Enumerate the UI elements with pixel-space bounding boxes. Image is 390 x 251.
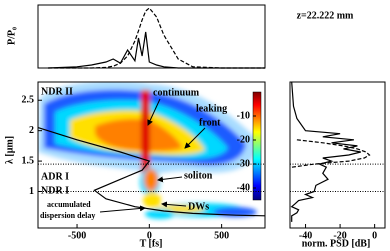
- annotation: accumulated: [47, 200, 91, 209]
- annotation: ADR I: [41, 171, 69, 182]
- x-tick-label: -20: [333, 230, 346, 241]
- annotation: dispersion delay: [40, 211, 95, 220]
- x-tick-label: 0: [147, 230, 152, 241]
- x-tick-label: 0: [372, 230, 377, 241]
- y-axis-label: λ [μm]: [4, 136, 15, 164]
- annotation: DWs: [188, 201, 209, 212]
- colorbar-tick-label: -40: [237, 182, 250, 193]
- y-axis-label: P/P₀: [6, 27, 17, 45]
- x-tick-label: -40: [299, 230, 312, 241]
- annotation: NDR II: [41, 86, 73, 97]
- y-tick-label: 2: [29, 125, 34, 136]
- psd-axes: [289, 81, 386, 229]
- x-axis-label: T [fs]: [140, 238, 163, 249]
- dispersion-delay-line: [37, 127, 266, 217]
- top-axes: [37, 4, 266, 69]
- y-tick-label: 1: [29, 186, 34, 197]
- y-tick-label: 2.5: [22, 95, 35, 106]
- main-axes: [37, 81, 266, 229]
- arrows: [99, 98, 206, 213]
- colorbar-tick-label: -20: [237, 134, 250, 145]
- x-tick-label: -500: [68, 230, 86, 241]
- x-tick-label: 500: [214, 230, 229, 241]
- power-line: [48, 31, 265, 69]
- colorbar: [252, 91, 262, 201]
- colorbar-tick-label: -10: [237, 110, 250, 121]
- annotation: z=22.222 mm: [297, 10, 354, 21]
- x-axis-label: norm. PSD [dB]: [302, 238, 371, 249]
- annotation: soliton: [184, 170, 213, 181]
- power-line: [48, 7, 265, 69]
- psd-line: [290, 81, 361, 222]
- annotation: NDR I: [41, 185, 69, 196]
- psd-line: [291, 139, 371, 168]
- annotation: front: [199, 117, 221, 128]
- spectrogram-image: [38, 82, 259, 219]
- y-tick-label: 1.5: [22, 155, 35, 166]
- annotation: continuum: [153, 87, 200, 98]
- annotation: leaking: [196, 103, 227, 114]
